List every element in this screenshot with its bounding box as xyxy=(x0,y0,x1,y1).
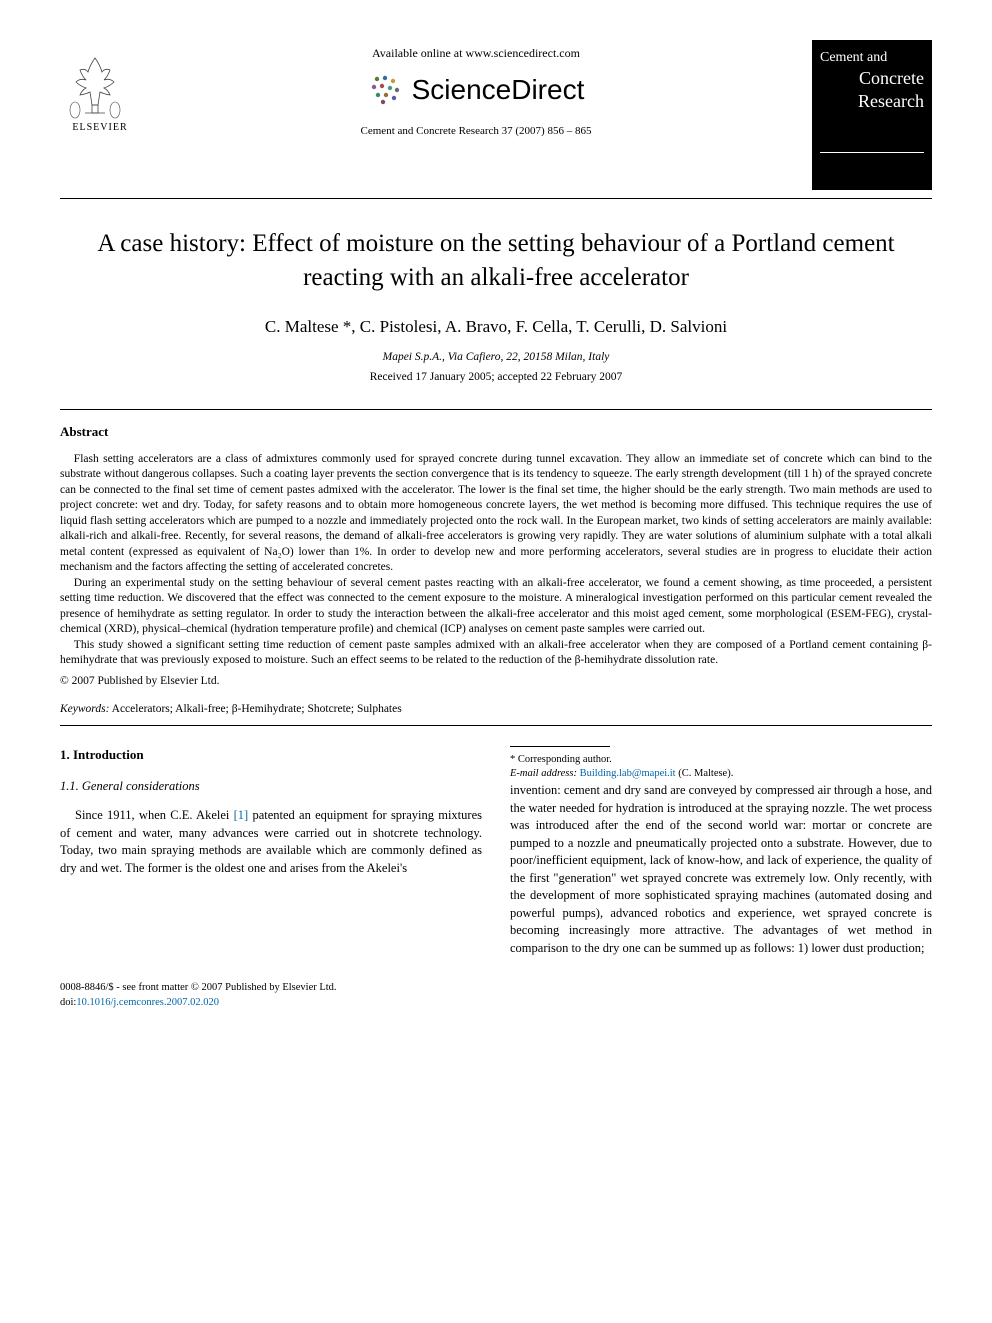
body-para-1: Since 1911, when C.E. Akelei [1] patente… xyxy=(60,807,482,877)
keywords-text: Accelerators; Alkali-free; β-Hemihydrate… xyxy=(109,703,401,715)
copyright-line: © 2007 Published by Elsevier Ltd. xyxy=(60,675,932,687)
email-suffix: (C. Maltese). xyxy=(676,768,734,779)
doi-link[interactable]: 10.1016/j.cemconres.2007.02.020 xyxy=(76,997,219,1008)
affiliation: Mapei S.p.A., Via Cafiero, 22, 20158 Mil… xyxy=(60,351,932,363)
abstract-para-2: During an experimental study on the sett… xyxy=(60,576,932,638)
sciencedirect-row: ScienceDirect xyxy=(160,73,792,107)
keywords-label: Keywords: xyxy=(60,703,109,715)
doi-line: doi:10.1016/j.cemconres.2007.02.020 xyxy=(60,996,932,1011)
abstract-top-rule xyxy=(60,409,932,410)
header-rule xyxy=(60,198,932,199)
center-header: Available online at www.sciencedirect.co… xyxy=(140,40,812,137)
header-section: ELSEVIER Available online at www.science… xyxy=(60,40,932,190)
abstract-para-1: Flash setting accelerators are a class o… xyxy=(60,452,932,576)
abstract-body: Flash setting accelerators are a class o… xyxy=(60,452,932,669)
abstract-bottom-rule xyxy=(60,725,932,726)
elsevier-tree-icon xyxy=(60,50,130,120)
available-online-text: Available online at www.sciencedirect.co… xyxy=(160,46,792,61)
doi-label: doi: xyxy=(60,997,76,1008)
footnote-corr: * Corresponding author. xyxy=(510,753,932,768)
journal-cover: Cement and Concrete Research xyxy=(812,40,932,190)
email-link[interactable]: Building.lab@mapei.it xyxy=(580,768,676,779)
footnote-block: * Corresponding author. E-mail address: … xyxy=(510,746,932,782)
body-para-2: invention: cement and dry sand are conve… xyxy=(510,782,932,957)
cover-line-2: Concrete xyxy=(820,68,924,89)
article-dates: Received 17 January 2005; accepted 22 Fe… xyxy=(60,371,932,383)
authors-line: C. Maltese *, C. Pistolesi, A. Bravo, F.… xyxy=(60,317,932,337)
elsevier-label: ELSEVIER xyxy=(60,122,140,133)
section-1-heading: 1. Introduction xyxy=(60,746,482,764)
abstract-heading: Abstract xyxy=(60,424,932,440)
email-label: E-mail address: xyxy=(510,768,577,779)
keywords-row: Keywords: Accelerators; Alkali-free; β-H… xyxy=(60,703,932,715)
authors-text: C. Maltese *, C. Pistolesi, A. Bravo, F.… xyxy=(265,317,727,336)
article-title: A case history: Effect of moisture on th… xyxy=(60,227,932,295)
journal-reference: Cement and Concrete Research 37 (2007) 8… xyxy=(160,125,792,137)
reference-link-1[interactable]: [1] xyxy=(234,808,249,822)
issn-line: 0008-8846/$ - see front matter © 2007 Pu… xyxy=(60,981,932,996)
subsection-11-heading: 1.1. General considerations xyxy=(60,778,482,796)
elsevier-logo: ELSEVIER xyxy=(60,50,140,140)
sciencedirect-label: ScienceDirect xyxy=(412,74,585,106)
cover-line-1: Cement and xyxy=(820,50,924,66)
body-columns: 1. Introduction 1.1. General considerati… xyxy=(60,746,932,957)
cover-rule xyxy=(820,152,924,153)
abstract-para-3: This study showed a significant setting … xyxy=(60,638,932,669)
cover-line-3: Research xyxy=(820,91,924,112)
page-container: ELSEVIER Available online at www.science… xyxy=(0,0,992,1060)
footnote-rule xyxy=(510,746,610,747)
footnote-email: E-mail address: Building.lab@mapei.it (C… xyxy=(510,767,932,782)
body-p1-part1: Since 1911, when C.E. Akelei xyxy=(75,808,234,822)
sciencedirect-icon xyxy=(368,73,402,107)
footer-info: 0008-8846/$ - see front matter © 2007 Pu… xyxy=(60,981,932,1010)
